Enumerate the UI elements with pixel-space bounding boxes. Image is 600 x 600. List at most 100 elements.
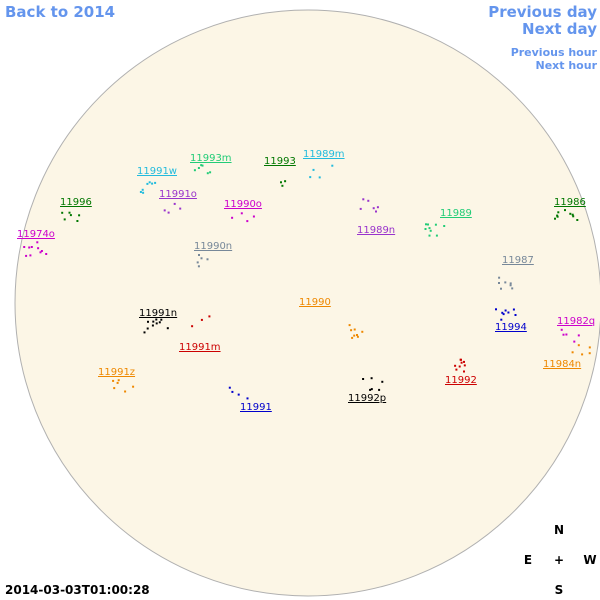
sunspot: [367, 199, 370, 202]
sunspot: [231, 390, 234, 393]
sunspot: [500, 287, 502, 290]
region-label: 11991w: [137, 166, 177, 177]
sunspot: [588, 352, 591, 355]
region-label: 11989m: [303, 149, 345, 160]
region-label: 11989n: [357, 225, 395, 236]
sunspot: [509, 284, 512, 287]
sunspot: [353, 328, 356, 331]
sunspot: [116, 381, 119, 384]
sunspot: [151, 182, 154, 185]
sunspot: [571, 213, 574, 216]
sunspot: [209, 171, 212, 174]
sunspot: [572, 215, 575, 218]
sunspot: [463, 370, 465, 373]
region-label: 11992: [445, 375, 477, 386]
sunspot: [142, 191, 145, 194]
sunspot: [565, 333, 568, 336]
sunspot: [435, 234, 438, 237]
sunspot: [25, 254, 28, 257]
sunspot: [554, 217, 556, 220]
sunspot: [455, 368, 458, 371]
sunspot: [113, 387, 116, 390]
sunspot: [378, 388, 381, 391]
sunspot: [63, 218, 66, 221]
sunspot: [381, 380, 384, 383]
sunspot: [200, 164, 203, 167]
region-label: 11992p: [348, 393, 386, 404]
sunspot: [37, 247, 40, 250]
region-label: 11984n: [543, 359, 581, 370]
sunspot: [429, 229, 432, 232]
sunspot: [197, 167, 200, 169]
sunspot: [376, 206, 379, 209]
sunspot: [152, 320, 155, 323]
next-hour-link[interactable]: Next hour: [536, 59, 598, 72]
regions: 11993m 11993 11989m 11991w 11991o 11990o 11996…: [17, 149, 595, 413]
sunspot: [200, 257, 203, 260]
region-label: 11991o: [159, 189, 197, 200]
sunspot: [154, 181, 157, 184]
sunspot: [201, 164, 204, 167]
sunspot: [29, 254, 32, 257]
sunspot: [375, 210, 377, 213]
region-label: 11993m: [190, 153, 232, 164]
sunspot: [146, 182, 149, 185]
sunspot: [428, 227, 431, 230]
sunspot: [425, 223, 427, 226]
sunspot: [252, 215, 255, 218]
sunspot: [498, 282, 500, 284]
sunspot: [197, 265, 200, 268]
region-label: 11989: [440, 208, 472, 219]
region-label: 11990n: [194, 241, 232, 252]
sunspot: [577, 344, 580, 347]
sunspot: [231, 216, 234, 219]
sunspot: [237, 393, 240, 396]
region-label: 11994: [495, 322, 527, 333]
sunspot: [362, 198, 365, 201]
sunspot: [284, 180, 287, 183]
sunspot: [588, 346, 591, 349]
sunspot: [198, 254, 200, 256]
sunspot: [571, 351, 574, 354]
sunspot: [281, 184, 284, 187]
compass-north: N: [554, 523, 564, 537]
sunspot: [112, 379, 115, 382]
back-link[interactable]: Back to 2014: [5, 3, 115, 21]
sunspot: [69, 214, 72, 217]
sunspot: [501, 311, 504, 314]
sunspot: [562, 333, 565, 336]
sunspot: [502, 313, 505, 316]
region-label: 11991: [240, 402, 272, 413]
sunspot: [30, 246, 33, 248]
region-label: 11993: [264, 156, 296, 167]
sunspot: [495, 308, 497, 311]
compass-center: +: [554, 553, 564, 567]
sunspot: [179, 207, 182, 210]
sunspot: [280, 181, 282, 184]
previous-hour-link[interactable]: Previous hour: [511, 46, 598, 59]
sunspot: [356, 335, 359, 338]
region-label: 11987: [502, 255, 534, 266]
sunspot: [143, 331, 146, 334]
sunspot: [361, 330, 364, 333]
sunspot: [78, 214, 81, 217]
sunspot: [155, 318, 158, 321]
sunspot: [246, 220, 249, 223]
sunspot: [228, 386, 231, 389]
region-label: 11991n: [139, 308, 177, 319]
sunspot: [151, 324, 154, 327]
sunspot: [353, 334, 356, 337]
sunspot: [514, 314, 517, 316]
sunspot: [312, 168, 315, 171]
sunspot: [36, 241, 39, 244]
next-day-link[interactable]: Next day: [522, 20, 597, 38]
sunspot: [458, 365, 461, 368]
sunspot: [350, 329, 353, 332]
sunspot: [173, 202, 176, 205]
previous-day-link[interactable]: Previous day: [488, 3, 597, 21]
sunspot: [348, 324, 351, 327]
sunspot: [148, 181, 151, 184]
sunspot: [200, 318, 203, 321]
sunspot: [163, 209, 166, 212]
sunspot: [459, 358, 462, 361]
